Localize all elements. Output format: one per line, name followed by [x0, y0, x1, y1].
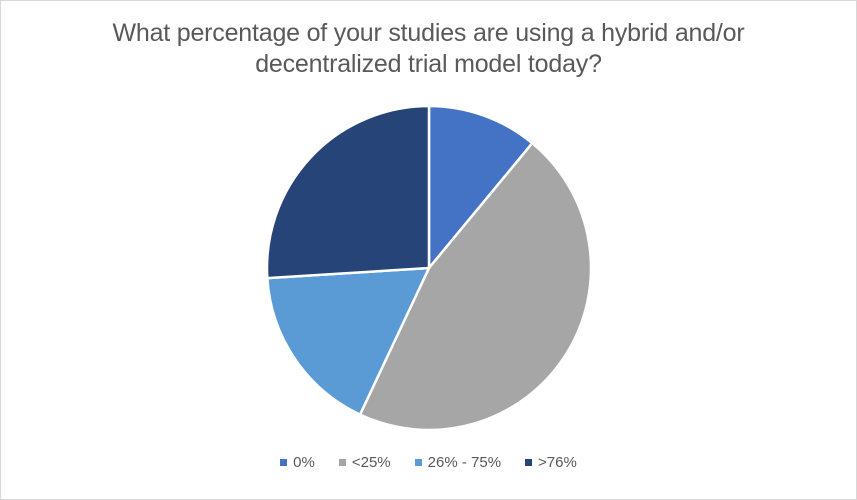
pie-slice-<25%: [358, 141, 593, 432]
legend-label: 0%: [293, 454, 315, 471]
legend: 0% <25% 26% - 75% >76%: [1, 454, 856, 471]
legend-item-26% - 75%: 26% - 75%: [414, 454, 502, 471]
legend-label: >76%: [538, 454, 577, 471]
chart-title: What percentage of your studies are usin…: [1, 18, 856, 80]
legend-item-0%: 0%: [280, 454, 315, 471]
legend-swatch-icon: [280, 459, 288, 466]
legend-item-<25%: <25%: [338, 454, 391, 471]
pie-slice-26% - 75%: [266, 266, 431, 416]
legend-swatch-icon: [414, 459, 422, 466]
pie-slice->76%: [265, 104, 431, 280]
pie-slice-0%: [427, 104, 534, 270]
legend-label: 26% - 75%: [427, 454, 502, 471]
legend-label: <25%: [351, 454, 391, 471]
legend-swatch-icon: [525, 459, 533, 466]
legend-swatch-icon: [338, 459, 346, 466]
legend-item->76%: >76%: [525, 454, 577, 471]
chart-title-line-2: decentralized trial model today?: [255, 50, 602, 78]
chart-title-line-1: What percentage of your studies are usin…: [112, 19, 745, 47]
